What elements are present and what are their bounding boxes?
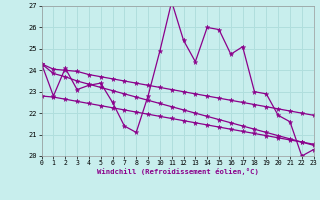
X-axis label: Windchill (Refroidissement éolien,°C): Windchill (Refroidissement éolien,°C): [97, 168, 259, 175]
